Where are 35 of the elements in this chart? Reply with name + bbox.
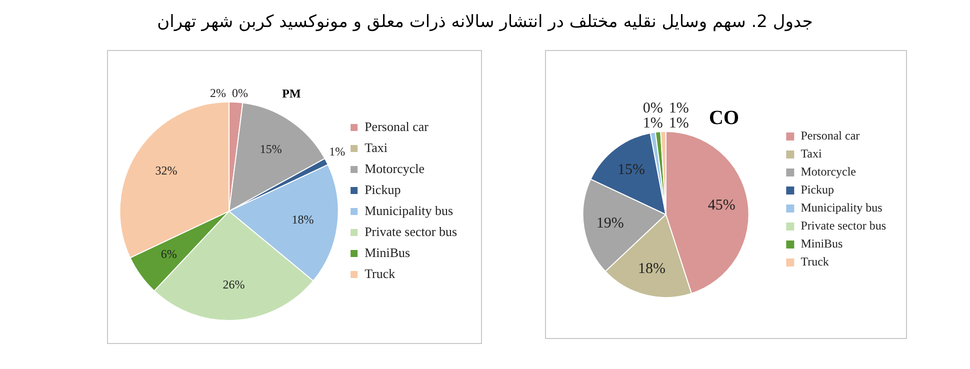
legend-label: Municipality bus (800, 200, 883, 215)
data-label: 1% (668, 115, 689, 132)
data-label: 15% (260, 142, 282, 156)
data-label: 2% (210, 86, 226, 100)
data-label: 1% (668, 100, 689, 116)
chart-title: CO (709, 107, 739, 130)
text: 0% (642, 100, 663, 116)
legend-label: Private sector bus (364, 224, 457, 239)
legend-label: Taxi (364, 140, 388, 155)
legend-label: Taxi (800, 146, 823, 161)
text: 0% (232, 86, 248, 100)
legend-label: Pickup (364, 182, 401, 197)
data-label: 18% (638, 261, 666, 278)
data-label: 18% (292, 212, 314, 227)
data-label: 1% (329, 144, 346, 158)
data-label: 6% (160, 247, 177, 262)
legend-label: Pickup (800, 182, 834, 197)
legend-label: Motorcycle (800, 164, 856, 179)
legend-label: Truck (364, 266, 396, 281)
data-label: 19% (596, 215, 624, 232)
legend-label: Municipality bus (364, 202, 454, 218)
chart-title: PM (282, 86, 301, 100)
data-label: 26% (222, 278, 245, 292)
data-label: 15% (618, 162, 645, 178)
legend-label: MiniBus (364, 244, 410, 260)
legend-label: MiniBus (800, 236, 844, 251)
text: جدول 2. سهم وسایل نقلیه مختلف در انتشار سالانه ذرات معلق و مونوکسید کربن شهر تهران (156, 12, 814, 32)
data-label: 45% (708, 198, 736, 214)
legend-label: Truck (800, 254, 829, 269)
legend-label: Motorcycle (364, 160, 425, 176)
legend-label: Private sector bus (800, 218, 886, 233)
data-label: 32% (155, 164, 178, 178)
legend-label: Personal car (364, 118, 430, 134)
legend-label: Personal car (800, 128, 860, 143)
data-label: 1% (642, 115, 663, 132)
